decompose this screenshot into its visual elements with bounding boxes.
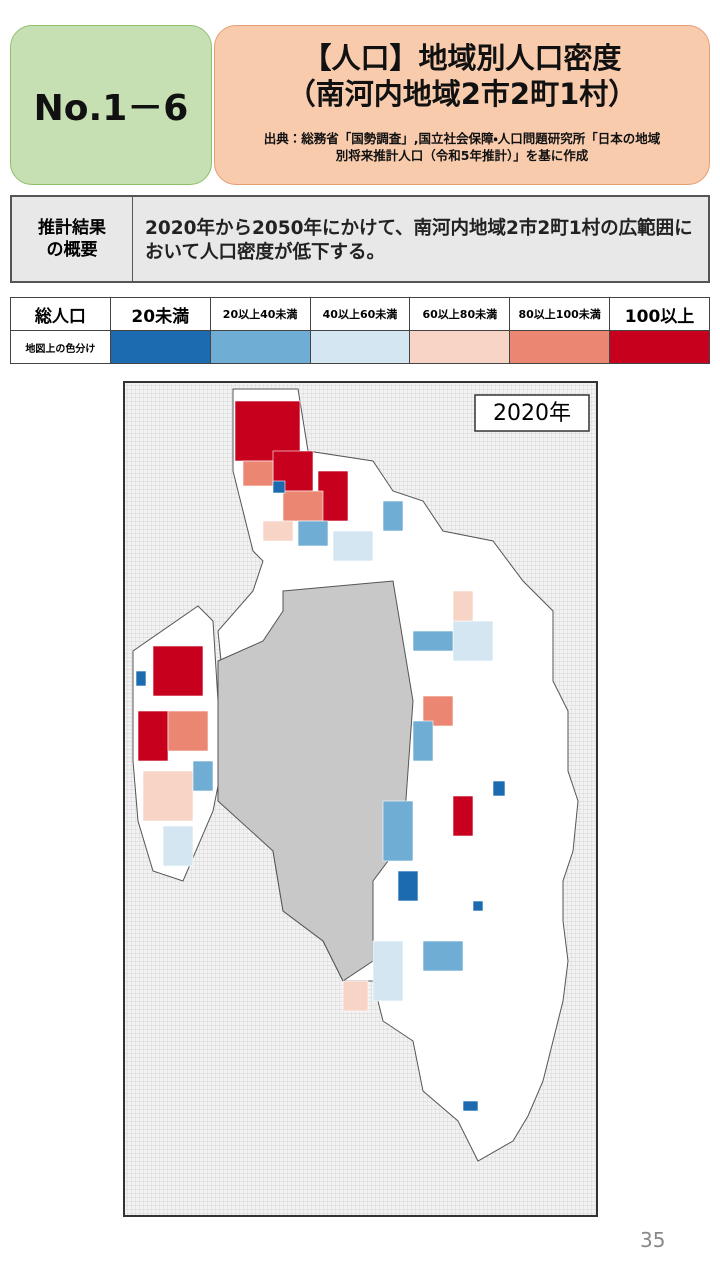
map: 2020年 bbox=[123, 381, 598, 1217]
legend-label: 40以上60未満 bbox=[309, 297, 411, 331]
summary-text: 2020年から2050年にかけて、南河内地域2市2町1村の広範囲において人口密度… bbox=[145, 218, 693, 263]
page-number: 35 bbox=[640, 1228, 666, 1252]
map-regions bbox=[132, 388, 579, 1162]
legend-swatch bbox=[209, 330, 311, 364]
summary: 推計結果 の概要 2020年から2050年にかけて、南河内地域2市2町1村の広範… bbox=[10, 195, 710, 283]
legend-swatch bbox=[409, 330, 511, 364]
legend-label: 100以上 bbox=[609, 297, 710, 331]
legend-row-label: 地図上の色分け bbox=[10, 330, 111, 364]
legend-label: 60以上80未満 bbox=[409, 297, 511, 331]
title-line: （南河内地域2市2町1村） bbox=[286, 77, 638, 111]
legend-label: 20未満 bbox=[109, 297, 211, 331]
legend-label: 80以上100未満 bbox=[509, 297, 611, 331]
map-year: 2020年 bbox=[493, 401, 571, 426]
legend-label: 20以上40未満 bbox=[209, 297, 311, 331]
summary-label-line: 推計結果 bbox=[38, 218, 106, 238]
legend-swatch bbox=[609, 330, 710, 364]
badge: No.1－6 bbox=[10, 25, 212, 185]
legend-swatch bbox=[509, 330, 611, 364]
legend-swatch bbox=[109, 330, 211, 364]
summary-label: 推計結果 の概要 bbox=[12, 197, 133, 281]
density-patches bbox=[135, 400, 506, 1112]
legend-swatch bbox=[309, 330, 411, 364]
title-box: 【人口】地域別人口密度 （南河内地域2市2町1村） 出典：総務省「国勢調査」,国… bbox=[214, 25, 710, 185]
legend-header: 総人口 bbox=[10, 297, 111, 331]
source-line: 出典：総務省「国勢調査」,国立社会保障・人口問題研究所「日本の地域 bbox=[263, 131, 661, 146]
source-line: 別将来推計人口（令和5年推計）」を基に作成 bbox=[335, 148, 589, 163]
summary-label-line: の概要 bbox=[46, 240, 98, 260]
legend-table: 総人口 20未満 20以上40未満 40以上60未満 60以上80未満 80以上100未満… bbox=[10, 297, 710, 364]
title-line: 【人口】地域別人口密度 bbox=[302, 41, 622, 75]
